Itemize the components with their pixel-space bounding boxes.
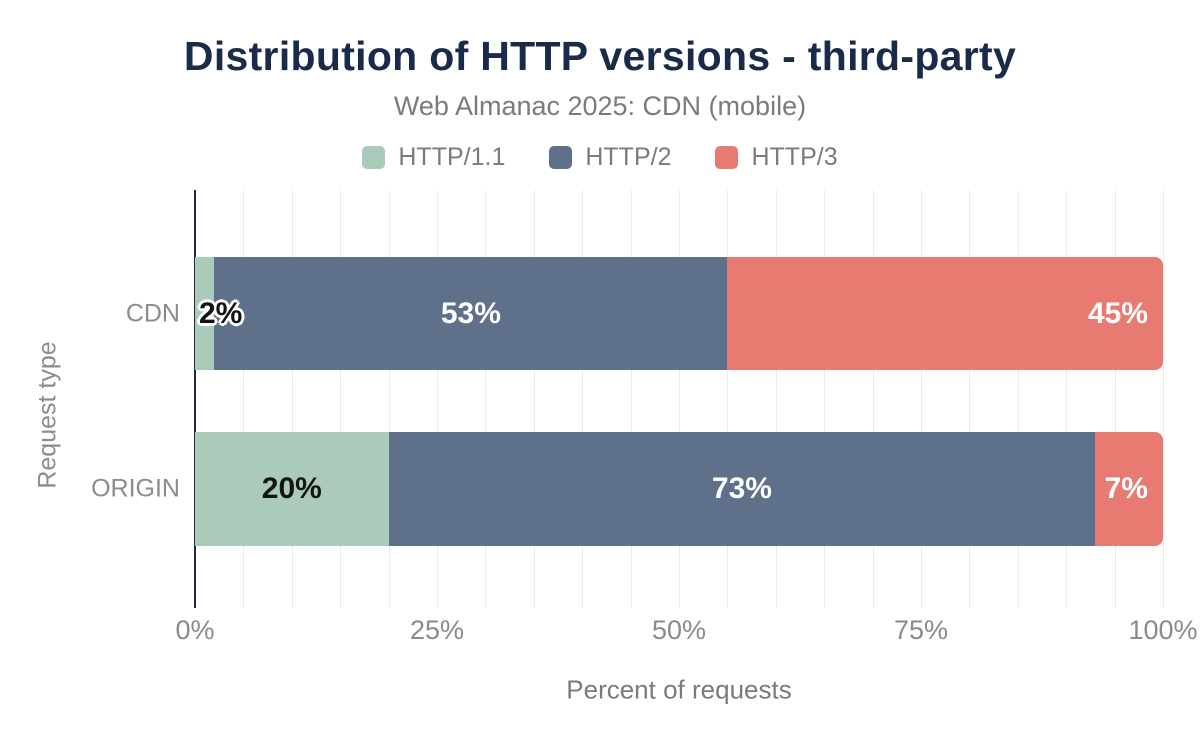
gridline	[582, 190, 584, 608]
gridline	[1066, 190, 1068, 608]
legend-swatch-icon	[549, 146, 573, 169]
gridline	[969, 190, 971, 608]
bar-segment-origin-http-2: 73%	[388, 432, 1096, 546]
data-label: 20%	[261, 472, 322, 505]
gridline	[1163, 190, 1164, 608]
legend-item-http-3: HTTP/3	[715, 143, 838, 172]
gridline	[533, 190, 535, 608]
gridline	[727, 190, 729, 608]
x-tick-25: 25%	[409, 615, 465, 645]
chart-title: Distribution of HTTP versions - third-pa…	[183, 33, 1017, 79]
y-axis-line	[194, 190, 196, 608]
legend-item-http-2: HTTP/2	[549, 143, 671, 172]
x-tick-0: 0%	[175, 615, 215, 645]
legend-swatch-icon	[715, 146, 739, 169]
gridline	[921, 190, 922, 608]
x-tick-100: 100%	[1128, 615, 1198, 645]
gridline	[679, 190, 680, 608]
gridline	[291, 190, 293, 608]
x-axis-title: Percent of requests	[566, 674, 792, 705]
bar-segment-origin-http-1.1: 20%	[195, 432, 389, 546]
data-label: 53%	[440, 296, 501, 330]
category-label-cdn: CDN	[125, 299, 180, 327]
data-label: 45%	[1087, 296, 1148, 330]
chart-subtitle: Web Almanac 2025: CDN (mobile)	[393, 91, 807, 121]
x-tick-75: 75%	[893, 615, 949, 645]
data-label: 2%	[199, 296, 243, 330]
gridline	[243, 190, 245, 608]
data-label: 73%	[711, 472, 772, 505]
legend-item-http-1.1: HTTP/1.1	[362, 143, 505, 172]
gridline	[340, 190, 342, 608]
gridline	[388, 190, 390, 608]
plot-area: 2% 53% 45% 20% 73% 7%	[194, 190, 1164, 608]
legend-label: HTTP/2	[585, 143, 672, 171]
x-tick-50: 50%	[651, 615, 707, 645]
bar-row-origin: 20% 73% 7%	[195, 432, 1163, 546]
data-label: 7%	[1104, 472, 1148, 505]
gridline	[630, 190, 632, 608]
legend-swatch-icon	[362, 146, 386, 169]
bar-row-cdn: 2% 53% 45%	[195, 257, 1163, 370]
gridline	[485, 190, 487, 608]
bar-segment-cdn-http-1.1: 2%	[195, 257, 242, 370]
gridline	[824, 190, 826, 608]
category-label-origin: ORIGIN	[91, 474, 180, 503]
bar-segment-cdn-http-2: 53%	[214, 257, 728, 370]
legend-label: HTTP/1.1	[398, 143, 506, 171]
gridline	[1114, 190, 1116, 608]
gridline	[437, 190, 438, 608]
legend: HTTP/1.1 HTTP/2 HTTP/3	[0, 143, 1200, 172]
gridline	[775, 190, 777, 608]
gridline	[1017, 190, 1019, 608]
legend-label: HTTP/3	[751, 143, 838, 171]
y-axis-title: Request type	[33, 341, 62, 489]
bar-segment-origin-http-3: 7%	[1095, 432, 1163, 546]
bar-segment-cdn-http-3: 45%	[727, 257, 1163, 370]
gridline	[872, 190, 874, 608]
